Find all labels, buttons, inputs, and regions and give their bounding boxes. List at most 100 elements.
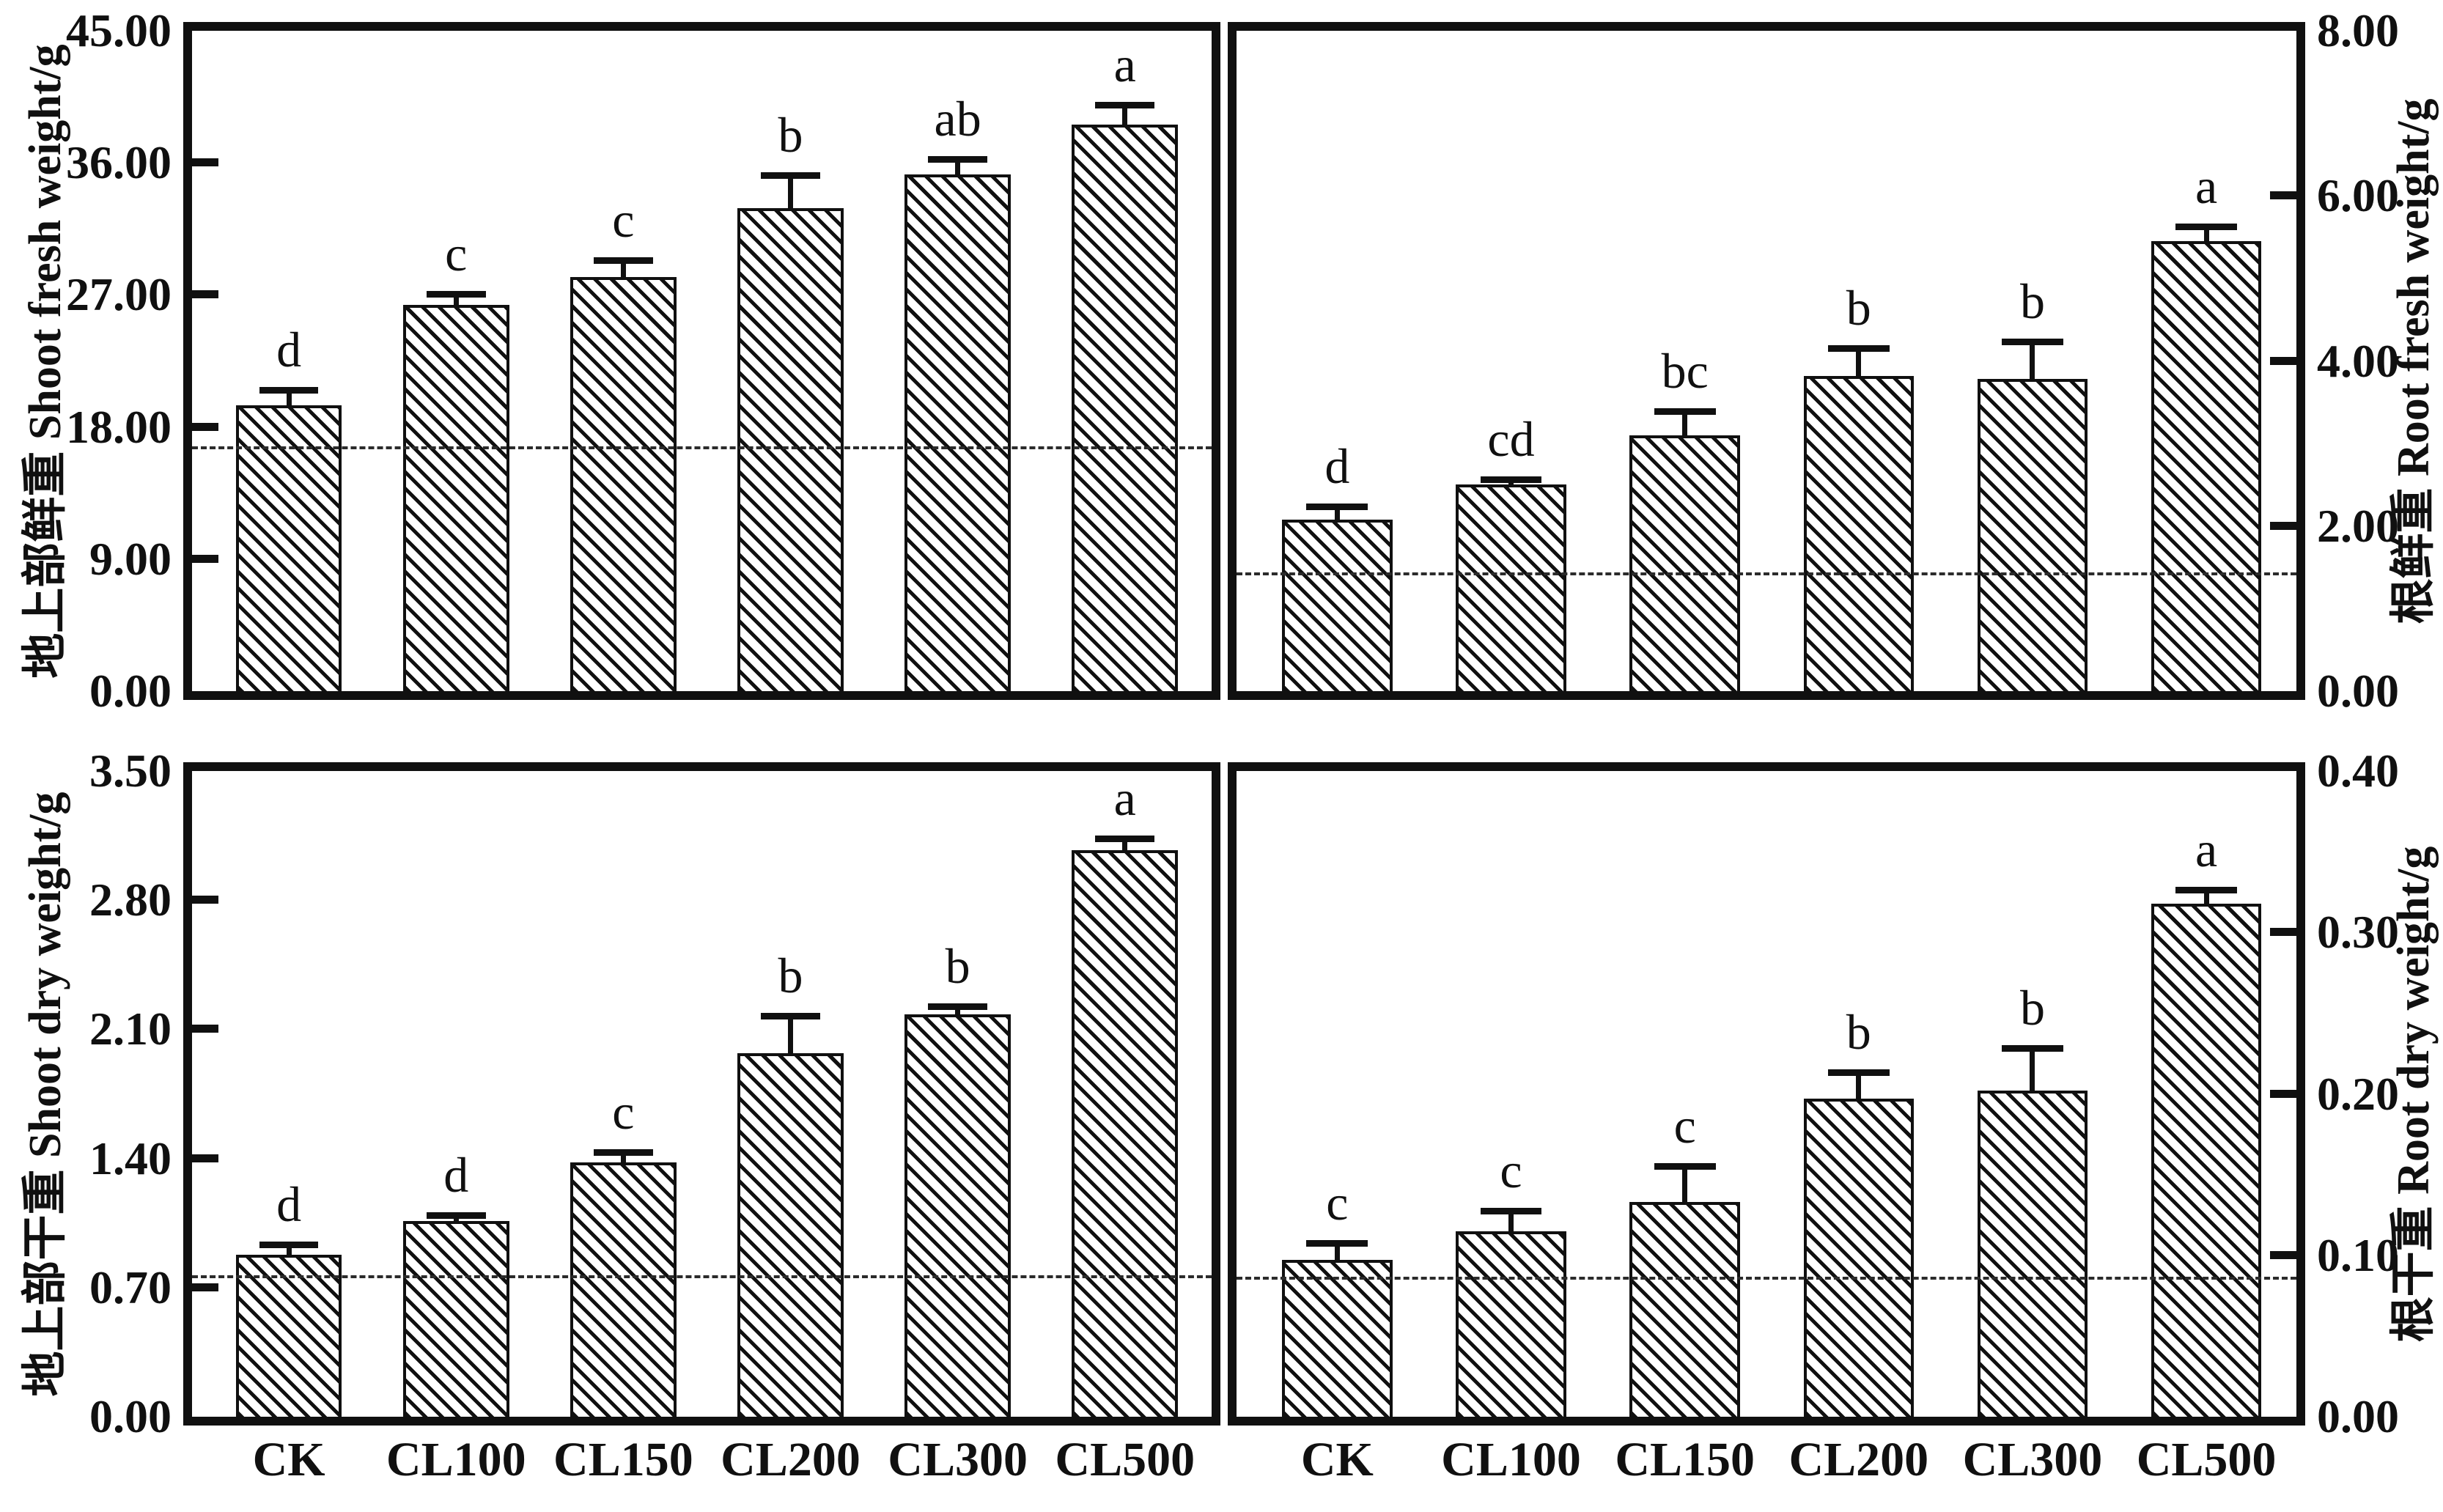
bar-CL500: [1072, 125, 1179, 691]
y-tick-label: 0.00: [2317, 665, 2399, 717]
panel-root-fresh-weight: d cd bc b b a 根鲜重 Root fresh weight/g 0.00 2.0…: [1228, 7, 2439, 715]
significance-letter-CL100: c: [445, 226, 468, 282]
reference-dashed-line: [192, 446, 1212, 449]
bar-CL200: [1803, 375, 1914, 691]
error-bar-stem-CL300: [955, 160, 961, 175]
error-bar-cap-CL100: [426, 1212, 486, 1219]
bar-CK: [235, 405, 342, 691]
error-bar-stem-CL500: [2203, 227, 2209, 242]
y-tick-label: 0.70: [89, 1261, 172, 1313]
error-bar-stem-CL300: [955, 1007, 961, 1015]
error-bar-cap-CL500: [1095, 836, 1155, 843]
significance-letter-CL500: a: [1113, 770, 1136, 827]
bar-CL100: [1456, 484, 1566, 691]
bar-CK: [1282, 519, 1393, 691]
significance-letter-CK: d: [276, 321, 302, 377]
error-bar-stem-CL100: [1508, 1212, 1514, 1231]
error-bar-cap-CL300: [928, 156, 987, 163]
error-bar-cap-CL200: [761, 172, 820, 180]
bar-CL200: [737, 1053, 844, 1417]
y-tick-label: 2.00: [2317, 499, 2399, 552]
y-tick-label: 0.00: [2317, 1390, 2399, 1442]
significance-letter-CL300: b: [2019, 273, 2045, 329]
significance-letter-CL200: b: [778, 107, 803, 163]
y-axis-title-shoot-dry: 地上部干重 Shoot dry weight/g: [21, 792, 70, 1396]
significance-letter-CL100: cd: [1487, 410, 1535, 467]
error-bar-cap-CK: [259, 1241, 319, 1248]
error-bar-cap-CL100: [426, 291, 486, 298]
error-bar-stem-CL500: [1122, 106, 1128, 125]
significance-letter-CL150: c: [1673, 1097, 1696, 1154]
x-tick-label-CK: CK: [1300, 1433, 1374, 1486]
y-tick-mark: [2270, 1089, 2296, 1098]
bar-CL150: [570, 277, 677, 691]
plot-area-root-dry: c c c b b a: [1237, 771, 2296, 1417]
error-bar-stem-CL150: [1682, 412, 1688, 435]
error-bar-stem-CL500: [1122, 839, 1128, 851]
error-bar-stem-CL150: [1682, 1166, 1688, 1203]
x-tick-label-CL200: CL200: [1788, 1433, 1929, 1486]
y-tick-label: 8.00: [2317, 4, 2399, 56]
error-bar-cap-CL200: [761, 1012, 820, 1019]
error-bar-stem-CK: [286, 1244, 292, 1255]
error-bar-cap-CL300: [2002, 338, 2063, 345]
error-bar-stem-CL150: [620, 261, 626, 278]
significance-letter-CL150: bc: [1661, 343, 1709, 399]
y-tick-label: 0.40: [2317, 745, 2399, 797]
error-bar-cap-CK: [259, 386, 319, 394]
bar-CL100: [402, 1221, 509, 1417]
error-bar-cap-CK: [1306, 503, 1368, 510]
error-bar-stem-CK: [1334, 1244, 1340, 1261]
bar-CL100: [402, 305, 509, 691]
error-bar-stem-CL200: [788, 176, 794, 209]
y-tick-label: 9.00: [89, 532, 172, 585]
error-bar-stem-CL300: [2030, 342, 2035, 380]
x-tick-label-CL150: CL150: [1615, 1433, 1755, 1486]
x-tick-label-CL200: CL200: [721, 1433, 861, 1486]
y-tick-label: 0.10: [2317, 1228, 2399, 1281]
y-tick-label: 2.80: [89, 874, 172, 926]
y-tick-label: 45.00: [66, 4, 172, 56]
panel-shoot-dry-weight: d d c b b a 地上部干重 Shoot dry weight/g 0.00 0.70…: [21, 748, 1220, 1484]
y-tick-label: 0.20: [2317, 1067, 2399, 1120]
significance-letter-CK: c: [1326, 1175, 1349, 1231]
bar-CL300: [1977, 379, 2088, 691]
significance-letter-CL100: c: [1500, 1143, 1522, 1199]
error-bar-stem-CK: [286, 390, 292, 405]
x-tick-label-CL100: CL100: [1441, 1433, 1581, 1486]
y-tick-label: 0.30: [2317, 906, 2399, 959]
error-bar-cap-CL150: [1654, 408, 1716, 416]
x-tick-label-CL300: CL300: [1962, 1433, 2103, 1486]
panel-shoot-fresh-weight: d c c b ab a 地上部鲜重 Shoot fresh weight/g 0.00 9…: [21, 7, 1220, 715]
error-bar-cap-CL200: [1827, 344, 1890, 352]
y-tick-label: 36.00: [66, 136, 172, 189]
significance-letter-CK: d: [1324, 438, 1350, 494]
y-tick-label: 1.40: [89, 1132, 172, 1184]
y-axis-title-shoot-fresh: 地上部鲜重 Shoot fresh weight/g: [21, 43, 70, 679]
significance-letter-CL300: ab: [934, 91, 981, 147]
error-bar-stem-CL200: [1856, 1072, 1862, 1099]
error-bar-cap-CL150: [1654, 1162, 1716, 1170]
y-tick-label: 4.00: [2317, 334, 2399, 387]
y-tick-label: 0.00: [89, 665, 172, 717]
y-tick-mark: [192, 896, 218, 904]
bar-CL200: [1803, 1099, 1914, 1417]
significance-letter-CL150: c: [612, 1084, 635, 1140]
error-bar-cap-CL500: [2175, 224, 2237, 231]
error-bar-stem-CL200: [788, 1016, 794, 1054]
error-bar-stem-CL300: [2030, 1048, 2035, 1091]
bar-CL300: [904, 174, 1011, 691]
bar-CL300: [1977, 1091, 2088, 1417]
x-tick-label-CL300: CL300: [888, 1433, 1028, 1486]
error-bar-cap-CL150: [594, 1149, 653, 1157]
bar-CL500: [1072, 850, 1179, 1417]
error-bar-stem-CL100: [453, 295, 459, 306]
y-tick-mark: [192, 158, 218, 167]
y-tick-label: 0.00: [89, 1390, 172, 1442]
significance-letter-CL200: b: [778, 947, 803, 1003]
bar-CK: [1282, 1260, 1393, 1417]
bar-CL500: [2151, 241, 2262, 691]
significance-letter-CL200: b: [1846, 1003, 1871, 1060]
error-bar-stem-CL500: [2203, 890, 2209, 904]
y-tick-mark: [192, 1154, 218, 1162]
